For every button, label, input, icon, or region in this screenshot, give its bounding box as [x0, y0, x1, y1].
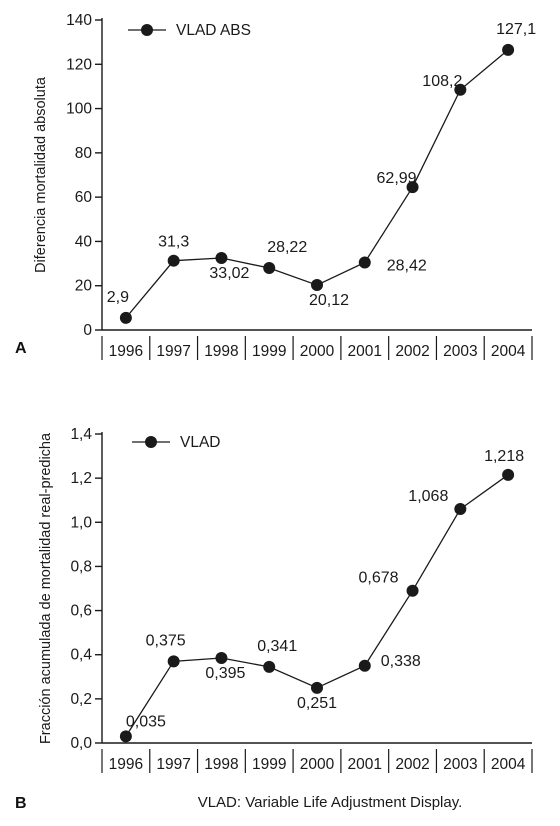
series-line	[125, 49, 509, 319]
data-point	[502, 468, 515, 481]
panel-label: A	[15, 340, 27, 357]
data-point	[119, 311, 132, 324]
data-point	[167, 254, 180, 267]
y-tick-label: 0,8	[70, 558, 92, 575]
y-tick-label: 20	[75, 278, 93, 295]
x-tick-label: 2002	[395, 756, 429, 773]
x-tick-label: 1998	[204, 756, 238, 773]
x-tick-label: 1998	[204, 343, 238, 360]
data-point	[311, 279, 323, 292]
y-tick-label: 0,4	[70, 647, 92, 664]
data-label: 0,341	[257, 638, 297, 655]
x-tick-label: 1999	[252, 343, 286, 360]
data-point	[167, 655, 180, 668]
x-tick-label: 2000	[300, 756, 335, 773]
x-tick-label: 2002	[395, 343, 429, 360]
x-tick-label: 1996	[109, 343, 143, 360]
figure-caption: VLAD: Variable Life Adjustment Display.	[197, 794, 463, 811]
data-label: 0,678	[359, 570, 399, 587]
data-label: 0,375	[146, 632, 186, 649]
y-tick-label: 0,0	[70, 735, 92, 752]
data-point	[358, 256, 371, 269]
data-point	[215, 652, 228, 665]
x-tick-label: 2003	[443, 343, 477, 360]
y-tick-label: 40	[75, 233, 93, 250]
x-tick-label: 2004	[491, 756, 526, 773]
y-tick-label: 60	[75, 189, 93, 206]
data-point	[263, 660, 276, 673]
y-tick-label: 1,4	[70, 426, 92, 443]
y-tick-label: 100	[66, 101, 92, 118]
data-label: 28,42	[387, 257, 427, 274]
y-tick-label: 1,2	[70, 470, 92, 487]
data-point	[358, 659, 371, 672]
data-label: 31,3	[158, 234, 189, 251]
data-label: 0,395	[205, 665, 245, 682]
data-label: 108,2	[422, 73, 462, 90]
x-tick-label: 1999	[252, 756, 286, 773]
data-label: 1,218	[484, 448, 524, 465]
x-tick-label: 2000	[300, 343, 335, 360]
legend-label: VLAD ABS	[176, 22, 251, 39]
x-tick-label: 1996	[109, 756, 143, 773]
data-point	[215, 252, 228, 265]
data-point	[406, 181, 419, 194]
legend-label: VLAD	[180, 434, 221, 451]
data-label: 127,1	[496, 21, 536, 38]
y-axis-label: Fracción acumulada de mortalidad real-pr…	[38, 432, 54, 744]
x-tick-label: 2001	[348, 756, 382, 773]
data-point	[406, 584, 419, 597]
x-tick-label: 2001	[348, 343, 382, 360]
data-point	[119, 730, 132, 743]
y-axis-label: Diferencia mortalidad absoluta	[33, 76, 49, 273]
y-tick-label: 120	[66, 56, 92, 73]
y-tick-label: 0,2	[70, 691, 92, 708]
data-label: 1,068	[408, 488, 448, 505]
y-tick-label: 80	[75, 145, 93, 162]
y-tick-label: 140	[66, 12, 92, 29]
y-tick-label: 1,0	[70, 514, 92, 531]
data-label: 0,338	[381, 653, 421, 670]
panel-label: B	[15, 795, 27, 812]
data-label: 0,035	[126, 713, 166, 730]
x-tick-label: 1997	[156, 756, 190, 773]
data-label: 20,12	[309, 292, 349, 309]
data-point	[454, 503, 467, 516]
data-point	[502, 43, 515, 56]
x-tick-label: 2004	[491, 343, 526, 360]
y-tick-label: 0,6	[70, 603, 92, 620]
y-tick-label: 0	[83, 322, 92, 339]
x-tick-label: 2003	[443, 756, 477, 773]
data-point	[311, 681, 323, 694]
data-label: 2,9	[107, 289, 129, 306]
legend-marker	[145, 436, 157, 448]
data-label: 33,02	[209, 265, 249, 282]
data-point	[454, 83, 467, 96]
data-label: 0,251	[297, 695, 337, 712]
x-tick-label: 1997	[156, 343, 190, 360]
data-label: 28,22	[267, 239, 307, 256]
legend-marker	[141, 24, 153, 36]
data-point	[263, 262, 276, 274]
data-label: 62,99	[377, 170, 417, 187]
